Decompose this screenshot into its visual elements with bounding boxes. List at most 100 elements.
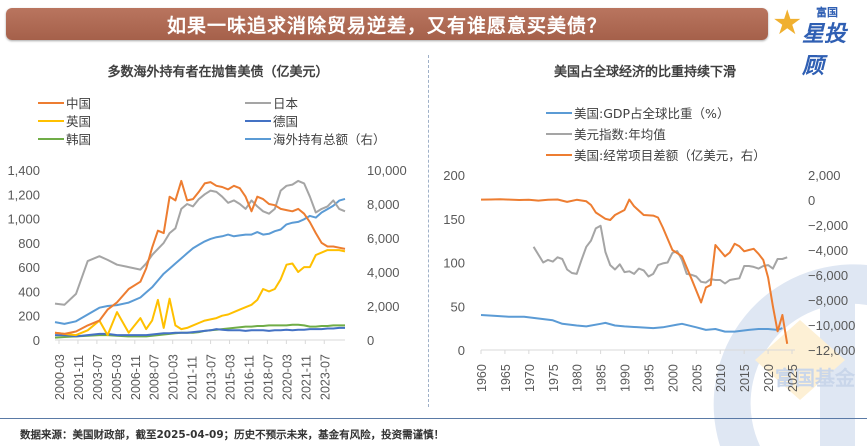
right-x-tick-label: 1995 bbox=[642, 364, 656, 392]
legend-label-korea: 韩国 bbox=[66, 132, 91, 147]
right-x-tick-label: 1985 bbox=[595, 364, 609, 392]
left-x-tick-label: 2000-03 bbox=[53, 354, 67, 400]
left-y-tick-label: 800 bbox=[18, 236, 40, 251]
logo-top-text: 富国 bbox=[816, 6, 838, 19]
left-y-tick-label: 1,400 bbox=[7, 163, 40, 178]
left-x-tick-label: 2013-07 bbox=[205, 354, 219, 400]
left-y2-tick-label: 2,000 bbox=[367, 299, 400, 314]
left-x-tick-label: 2021-11 bbox=[299, 355, 313, 400]
footer-source: 数据来源：美国财政部，截至2025-04-09；历史不预示未来，基金有风险，投资… bbox=[20, 429, 445, 441]
legend-label-uk: 英国 bbox=[66, 114, 91, 129]
left-y2-tick-label: 4,000 bbox=[367, 265, 400, 280]
legend-label-dxy: 美元指数:年均值 bbox=[574, 127, 666, 142]
right-y2-tick-label: 0 bbox=[808, 193, 815, 208]
right-y-tick-label: 200 bbox=[443, 168, 465, 183]
right-x-tick-label: 1980 bbox=[571, 364, 585, 392]
left-y2-axis: 0 2,000 4,000 6,000 8,000 10,000 bbox=[367, 163, 407, 348]
right-y-axis: 0 50 100 150 200 bbox=[443, 168, 465, 358]
watermark-diamond bbox=[755, 320, 845, 400]
legend-label-current_account: 美国:经常项目差额（亿美元，右） bbox=[574, 148, 766, 163]
left-x-tick-label: 2008-07 bbox=[148, 354, 162, 400]
page-title: 如果一味追求消除贸易逆差，又有谁愿意买美债？ bbox=[166, 14, 607, 37]
left-y-tick-label: 1,200 bbox=[7, 187, 40, 202]
right-x-tick-label: 1990 bbox=[619, 364, 633, 392]
series-line-gdp_share bbox=[480, 314, 783, 333]
left-y-tick-label: 1,000 bbox=[7, 212, 40, 227]
star-icon: ★ bbox=[772, 4, 803, 42]
right-x-tick-label: 1960 bbox=[475, 364, 489, 392]
logo-main-text: 星投顾 bbox=[802, 22, 847, 79]
brand-logo: ★ 富国 星投顾 bbox=[772, 2, 864, 79]
right-series bbox=[480, 198, 789, 344]
right-x-tick-label: 2005 bbox=[690, 364, 704, 392]
left-y-tick-label: 600 bbox=[18, 260, 40, 275]
right-chart-title: 美国占全球经济的比重持续下滑 bbox=[554, 64, 736, 80]
right-x-tick-label: 1965 bbox=[499, 364, 513, 392]
left-x-tick-label: 2001-11 bbox=[72, 355, 86, 400]
right-y2-tick-label: −10,000 bbox=[808, 318, 855, 333]
left-y2-tick-label: 0 bbox=[367, 333, 374, 348]
right-x-tick-label: 2015 bbox=[738, 364, 752, 392]
right-x-tick-label: 2010 bbox=[714, 364, 728, 392]
series-line-current_account bbox=[480, 198, 789, 344]
left-x-axis: 2000-03 2001-11 2003-07 2005-03 2006-11 2008-… bbox=[53, 340, 332, 400]
right-y2-axis: −12,000 −10,000 −8,000 −6,000 −4,000 −2,000 0 2… bbox=[808, 168, 855, 358]
right-x-tick-label: 1975 bbox=[547, 364, 561, 392]
left-y-tick-label: 0 bbox=[33, 333, 40, 348]
series-line-germany bbox=[55, 326, 345, 338]
right-x-axis: 1960 1965 1970 1975 1980 1985 1990 1995 2000 2005… bbox=[475, 350, 800, 392]
footer-divider bbox=[0, 418, 867, 419]
right-x-tick-label: 2020 bbox=[762, 364, 776, 392]
right-y-tick-label: 0 bbox=[458, 343, 465, 358]
right-x-tick-label: 2000 bbox=[666, 364, 680, 392]
series-line-china bbox=[54, 179, 346, 335]
left-x-tick-label: 2016-11 bbox=[242, 355, 256, 400]
left-y2-tick-label: 8,000 bbox=[367, 197, 400, 212]
watermark-arc bbox=[713, 264, 867, 446]
right-chart: 美国占全球经济的比重持续下滑 美国:GDP占全球比重（%） 美元指数:年均值美国:… bbox=[443, 64, 855, 392]
right-y2-tick-label: 2,000 bbox=[808, 168, 841, 183]
left-chart-title: 多数海外持有者在抛售美债（亿美元） bbox=[107, 64, 328, 80]
chart-divider bbox=[428, 55, 429, 407]
left-x-tick-label: 2003-07 bbox=[91, 354, 105, 400]
left-x-tick-label: 2018-07 bbox=[261, 354, 275, 400]
left-x-tick-label: 2010-03 bbox=[167, 354, 181, 400]
legend-label-japan: 日本 bbox=[273, 96, 299, 111]
left-x-tick-label: 2006-11 bbox=[129, 355, 143, 400]
watermark-text: 富国基金 bbox=[775, 366, 856, 390]
left-x-tick-label: 2011-11 bbox=[186, 356, 200, 400]
legend-label-gdp_share: 美国:GDP占全球比重（%） bbox=[574, 106, 729, 121]
right-x-tick-label: 1970 bbox=[523, 364, 537, 392]
legend-label-germany: 德国 bbox=[273, 114, 298, 129]
series-line-total bbox=[54, 197, 346, 325]
left-y-tick-label: 200 bbox=[18, 309, 40, 324]
right-y-tick-label: 150 bbox=[443, 212, 465, 227]
left-x-tick-label: 2020-03 bbox=[280, 354, 294, 400]
left-series bbox=[54, 179, 346, 339]
legend-label-total: 海外持有总额（右） bbox=[273, 132, 386, 147]
left-x-tick-label: 2005-03 bbox=[110, 354, 124, 400]
series-line-japan bbox=[54, 179, 346, 306]
right-y2-tick-label: −8,000 bbox=[808, 293, 848, 308]
left-y-axis: 0 200 400 600 800 1,000 1,200 1,400 bbox=[7, 163, 40, 348]
right-y2-tick-label: −12,000 bbox=[808, 343, 855, 358]
right-y2-tick-label: −6,000 bbox=[808, 268, 848, 283]
right-y2-tick-label: −4,000 bbox=[808, 243, 848, 258]
right-y2-tick-label: −2,000 bbox=[808, 218, 848, 233]
series-line-dxy bbox=[532, 224, 788, 285]
left-x-tick-label: 2015-03 bbox=[224, 354, 238, 400]
left-x-tick-label: 2023-07 bbox=[318, 354, 332, 400]
left-y-tick-label: 400 bbox=[18, 284, 40, 299]
right-y-tick-label: 50 bbox=[451, 299, 465, 314]
right-y-tick-label: 100 bbox=[443, 256, 465, 271]
series-line-uk bbox=[54, 249, 346, 337]
right-x-tick-label: 2025 bbox=[786, 364, 800, 392]
legend-label-china: 中国 bbox=[66, 96, 91, 111]
left-y2-tick-label: 6,000 bbox=[367, 231, 400, 246]
title-banner: 如果一味追求消除贸易逆差，又有谁愿意买美债？ bbox=[6, 8, 768, 40]
watermark: 富国基金 bbox=[713, 264, 867, 446]
left-y2-tick-label: 10,000 bbox=[367, 163, 407, 178]
